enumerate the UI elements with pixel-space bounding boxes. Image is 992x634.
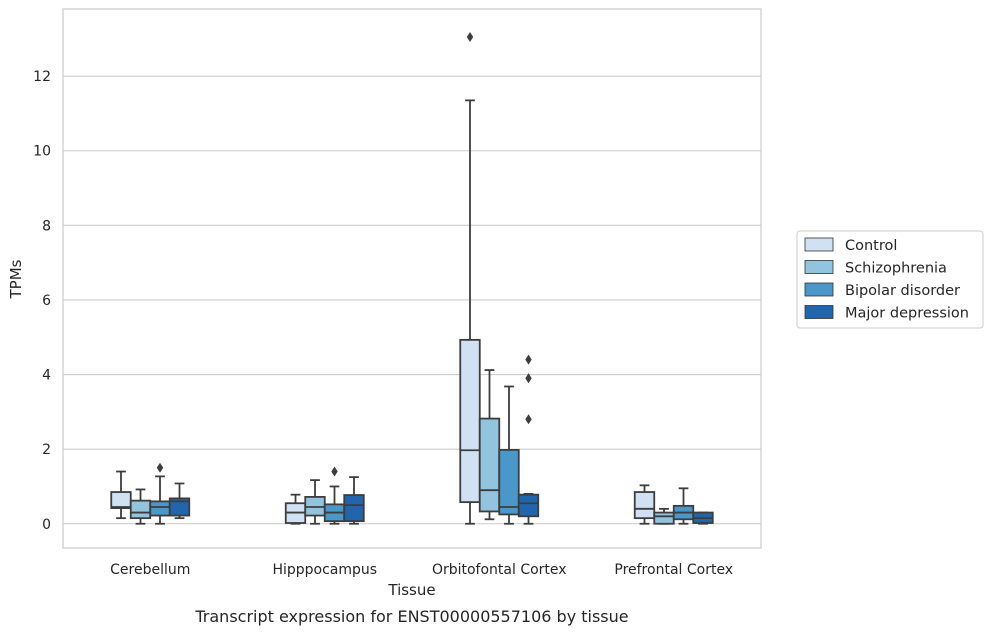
x-tick-label: Orbitofontal Cortex xyxy=(432,562,567,578)
plot-area-border xyxy=(62,8,762,549)
box xyxy=(168,482,191,520)
series-bipolar-disorder xyxy=(149,385,695,525)
outlier-point xyxy=(525,354,532,365)
box-groups xyxy=(110,31,714,525)
outlier-point xyxy=(466,31,474,42)
box xyxy=(149,462,171,525)
box-body xyxy=(517,493,540,518)
legend-swatch xyxy=(804,237,834,252)
legend-label: Schizophrenia xyxy=(845,261,947,277)
legend-label: Bipolar disorder xyxy=(845,283,960,299)
box xyxy=(498,385,520,525)
box xyxy=(323,466,346,525)
box-body xyxy=(343,494,365,523)
x-axis-title: Tissue xyxy=(387,581,435,599)
series-control xyxy=(110,31,656,525)
legend-frame xyxy=(796,230,984,329)
y-tick-label: 4 xyxy=(42,368,51,384)
box xyxy=(129,488,152,525)
legend: Control Schizophrenia Bipolar disorder Majo… xyxy=(796,230,984,329)
box xyxy=(692,511,714,525)
y-tick-label: 8 xyxy=(42,218,51,234)
box xyxy=(110,470,132,520)
y-tick-label: 6 xyxy=(42,293,51,309)
y-tick-label: 12 xyxy=(33,69,51,85)
box-body xyxy=(459,338,481,504)
box-body xyxy=(498,448,520,516)
y-tick-labels: 0 2 4 6 8 10 12 xyxy=(33,69,51,533)
legend-label: Control xyxy=(845,238,897,254)
outlier-point xyxy=(156,462,164,473)
y-tick-label: 2 xyxy=(42,442,51,458)
outlier-point xyxy=(525,414,532,425)
box xyxy=(672,487,695,525)
box xyxy=(459,31,481,525)
box xyxy=(653,507,675,525)
box-body xyxy=(478,417,501,513)
box-body xyxy=(633,491,656,520)
legend-swatch xyxy=(804,260,834,274)
grid-lines xyxy=(63,75,761,525)
legend-label: Major depression xyxy=(845,306,969,322)
box xyxy=(343,476,365,525)
y-tick-label: 0 xyxy=(42,517,51,533)
x-tick-label: Cerebellum xyxy=(110,562,190,578)
box-body xyxy=(653,511,675,525)
outlier-point xyxy=(525,373,532,384)
box xyxy=(517,354,540,525)
legend-swatch xyxy=(804,305,834,319)
legend-swatch xyxy=(804,282,834,297)
box xyxy=(304,479,326,525)
x-tick-label: Prefrontal Cortex xyxy=(614,562,733,578)
box-body xyxy=(129,499,152,520)
box xyxy=(284,493,307,525)
box xyxy=(633,484,656,525)
box-body xyxy=(110,491,132,509)
chart-caption: Transcript expression for ENST0000055710… xyxy=(194,607,628,626)
box-body xyxy=(168,497,191,517)
outlier-point xyxy=(331,466,338,477)
box-body xyxy=(149,500,171,517)
series-major-depression xyxy=(168,354,714,525)
box xyxy=(478,369,501,521)
y-axis-title: TPMs xyxy=(7,259,25,299)
x-tick-label: Hipppocampus xyxy=(272,562,377,578)
series-schizophrenia xyxy=(129,369,675,525)
x-tick-labels: Cerebellum Hipppocampus Orbitofontal Corte… xyxy=(110,562,733,578)
y-tick-label: 10 xyxy=(33,144,51,160)
